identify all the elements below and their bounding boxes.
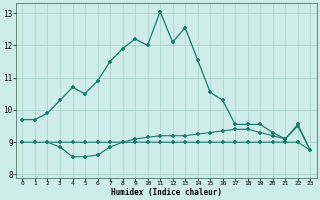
X-axis label: Humidex (Indice chaleur): Humidex (Indice chaleur) [111, 188, 222, 197]
